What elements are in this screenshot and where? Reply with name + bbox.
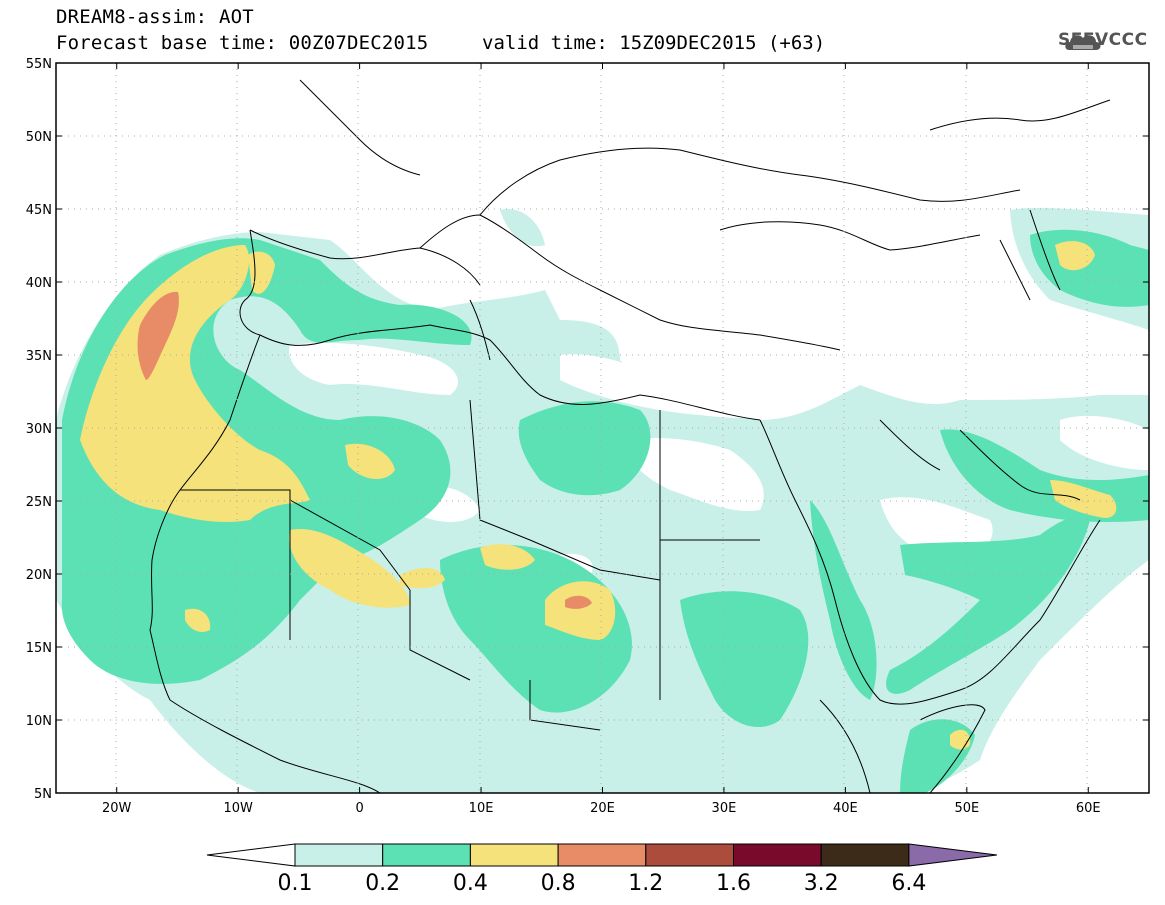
colorbar-swatch [382, 843, 471, 867]
lat-tick-label: 10N [26, 714, 52, 729]
colorbar-over-arrow [908, 843, 997, 867]
colorbar: 0.1 0.2 0.4 0.8 1.2 1.6 3.2 6.4 [206, 843, 997, 896]
lat-tick-label: 55N [26, 57, 52, 72]
lon-tick-label: 10E [469, 801, 494, 816]
cloud-logo-icon [1065, 35, 1101, 50]
aot-field [56, 207, 1149, 793]
colorbar-level-label: 0.4 [453, 871, 488, 896]
lon-tick-label: 40E [833, 801, 858, 816]
forecast-base-time: Forecast base time: 00Z07DEC2015 [56, 32, 429, 54]
lon-tick-label: 20W [102, 801, 132, 816]
lon-tick-label: 10W [223, 801, 253, 816]
lon-tick-label: 20E [590, 801, 615, 816]
graticule [56, 63, 1149, 793]
seevccc-logo: SEEVCCC [1058, 30, 1148, 50]
lat-tick-label: 5N [34, 787, 52, 802]
valid-time: valid time: 15Z09DEC2015 (+63) [482, 32, 826, 54]
colorbar-swatch [820, 843, 910, 867]
colorbar-swatch [733, 843, 822, 867]
colorbar-level-label: 0.1 [278, 871, 313, 896]
lon-tick-label: 30E [712, 801, 737, 816]
colorbar-level-label: 6.4 [891, 871, 926, 896]
colorbar-level-label: 3.2 [804, 871, 839, 896]
lat-tick-label: 30N [26, 422, 52, 437]
lat-tick-label: 50N [26, 130, 52, 145]
lat-tick-label: 40N [26, 276, 52, 291]
lat-tick-label: 45N [26, 203, 52, 218]
colorbar-level-label: 1.6 [716, 871, 751, 896]
colorbar-level-label: 0.2 [365, 871, 400, 896]
coastlines-borders [149, 79, 1111, 793]
colorbar-swatch [645, 843, 734, 867]
colorbar-level-label: 0.8 [541, 871, 576, 896]
lat-tick-label: 35N [26, 349, 52, 364]
axis-ticks: 20W 10W 0 10E 20E 30E 40E 50E 60E 55N 50N 45N 40N 35N… [26, 57, 1149, 816]
lat-tick-label: 25N [26, 495, 52, 510]
colorbar-swatch [557, 843, 647, 867]
colorbar-swatch [469, 843, 559, 867]
lon-tick-label: 0 [355, 801, 363, 816]
lat-tick-label: 20N [26, 568, 52, 583]
colorbar-swatch [294, 843, 384, 867]
lat-tick-label: 15N [26, 641, 52, 656]
lon-tick-label: 50E [954, 801, 979, 816]
colorbar-level-label: 1.2 [628, 871, 663, 896]
chart-title: DREAM8-assim: AOT [56, 6, 254, 28]
colorbar-under-arrow [206, 843, 296, 867]
lon-tick-label: 60E [1076, 801, 1101, 816]
